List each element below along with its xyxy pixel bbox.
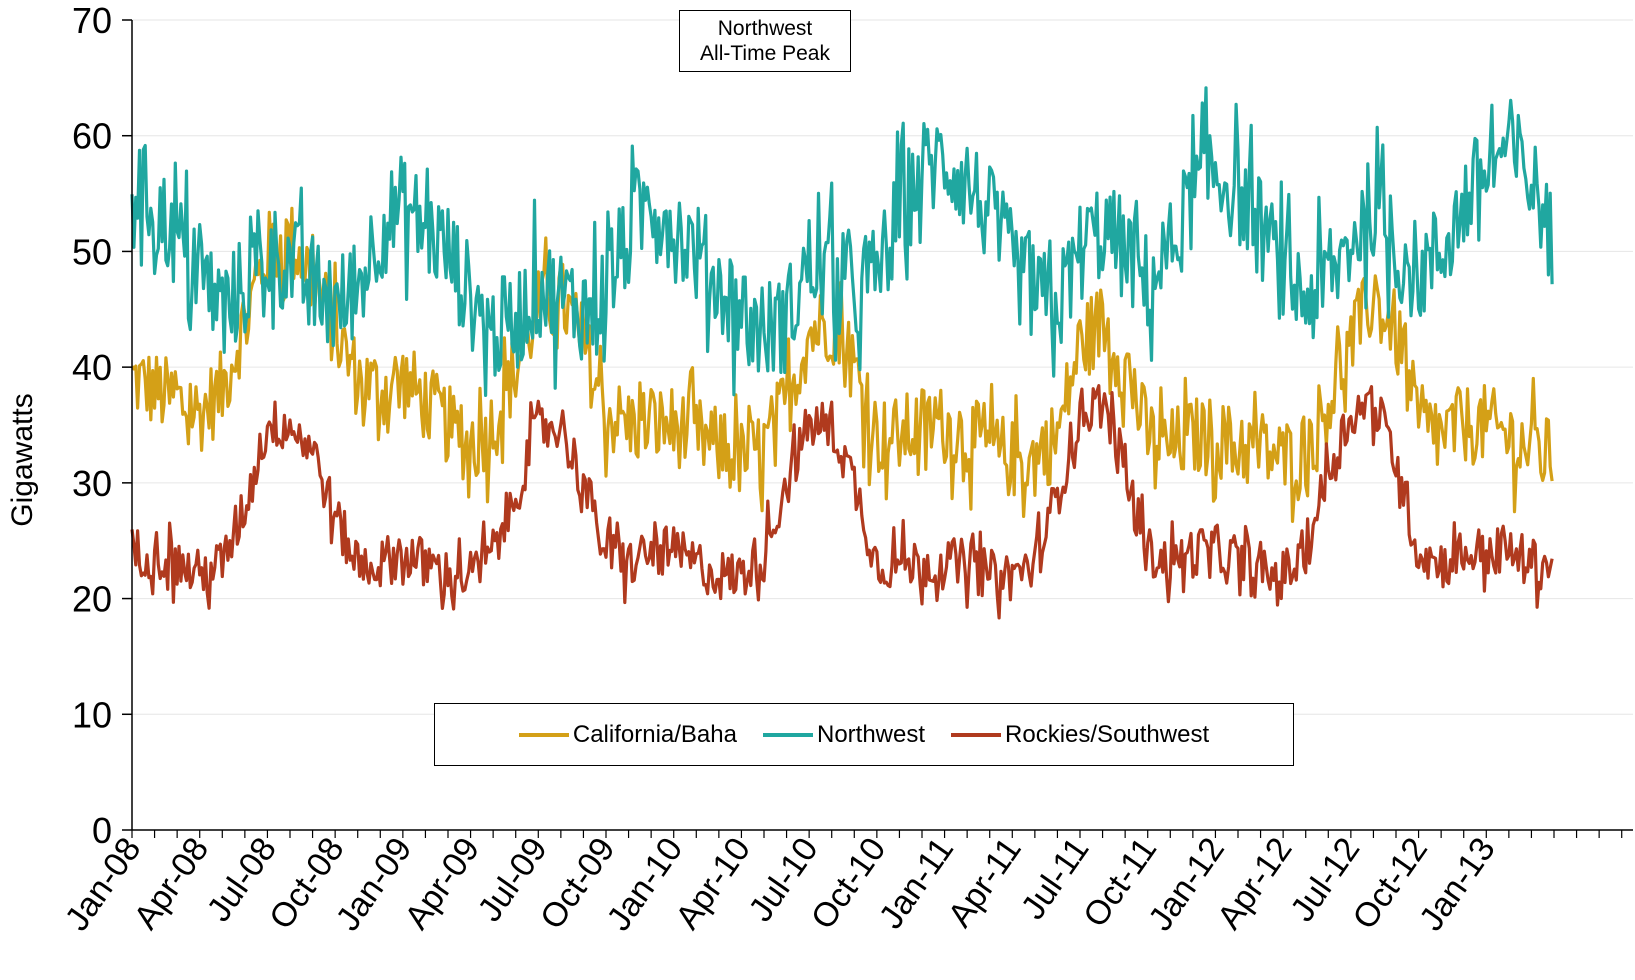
series-line-northwest — [130, 86, 1554, 397]
axes — [122, 19, 1633, 838]
x-tick-label: Apr-11 — [941, 831, 1029, 934]
y-tick-label: 50 — [72, 231, 112, 272]
y-tick-label: 40 — [72, 347, 112, 388]
series-lines — [130, 86, 1554, 620]
y-tick-label: 10 — [72, 694, 112, 735]
x-tick-label: Jan-11 — [872, 831, 961, 936]
legend-item-california: California/Baha — [518, 720, 737, 749]
legend-item-rockies: Rockies/Southwest — [951, 721, 1209, 749]
series-line-rockies — [130, 384, 1554, 620]
y-axis-label: Gigawatts — [6, 393, 39, 527]
y-tick-label: 30 — [72, 463, 112, 504]
legend-item-northwest: Northwest — [762, 720, 926, 749]
annotation-line-1: Northwest — [717, 17, 813, 40]
legend-swatch-rockies — [951, 732, 1002, 737]
x-tick-label: Apr-10 — [668, 831, 758, 936]
y-tick-label: 70 — [72, 0, 112, 41]
legend-swatch-northwest — [762, 732, 813, 737]
x-tick-label: Apr-08 — [127, 831, 217, 936]
legend-label-rockies: Rockies/Southwest — [1005, 720, 1210, 748]
legend-label-northwest: Northwest — [816, 720, 926, 748]
annotation-line-2: All-Time Peak — [700, 42, 830, 65]
legend-label-california: California/Baha — [572, 720, 737, 748]
y-tick-label: 60 — [72, 116, 112, 157]
y-tick-labels: 0 10 20 30 40 50 60 70 — [72, 0, 112, 851]
y-tick-label: 0 — [92, 810, 112, 851]
x-tick-label: Apr-12 — [1210, 831, 1300, 936]
all-time-peak-annotation: Northwest All-Time Peak — [679, 10, 851, 72]
legend: California/Baha Northwest Rockies/Southw… — [434, 703, 1294, 766]
x-tick-labels: Jan-08Apr-08Jul-08Oct-08Jan-09Apr-09Jul-… — [58, 831, 1503, 938]
y-tick-label: 20 — [72, 579, 112, 620]
legend-swatch-california — [518, 732, 569, 737]
x-tick-label: Apr-09 — [397, 831, 487, 936]
